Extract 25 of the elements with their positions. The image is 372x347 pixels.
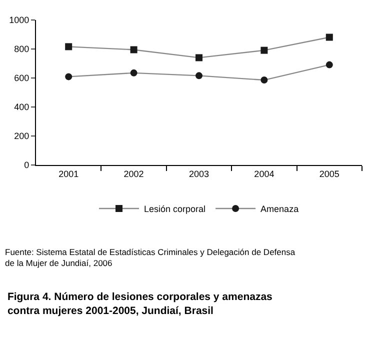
y-tick-label: 200 — [14, 131, 30, 142]
text: Figura 4. Número de lesiones corporales y amenazas contra mujeres 2001-2005, Jundiaí, Brasil — [7, 291, 273, 317]
x-tick-label: 2003 — [188, 168, 210, 179]
point — [130, 46, 138, 54]
y-tick-label: 1000 — [9, 15, 30, 26]
y-tick-label: 600 — [14, 73, 30, 84]
source-note: Fuente: Sistema Estatal de Estadísticas Criminales y Delegación de Defensa de la Mujer de Jundiaí, 2006 — [5, 247, 296, 268]
y-tick-label: 400 — [14, 102, 30, 112]
x-tick-label: 2001 — [58, 168, 79, 179]
x-tick-label: 2002 — [124, 168, 144, 179]
legend-label: Amenaza — [260, 204, 299, 214]
legend-label: Lesión corporal — [144, 204, 206, 214]
y-tick-label: 800 — [14, 44, 30, 54]
x-tick-label: 2005 — [319, 168, 340, 179]
x-tick-label: 2004 — [254, 168, 274, 179]
point — [260, 76, 268, 84]
point — [326, 61, 333, 68]
point — [326, 34, 333, 41]
y-tick-label: 0 — [24, 160, 30, 170]
point — [65, 73, 72, 80]
point — [65, 43, 72, 50]
point — [196, 72, 202, 80]
point — [260, 46, 268, 54]
point — [130, 69, 138, 76]
point — [196, 54, 202, 62]
